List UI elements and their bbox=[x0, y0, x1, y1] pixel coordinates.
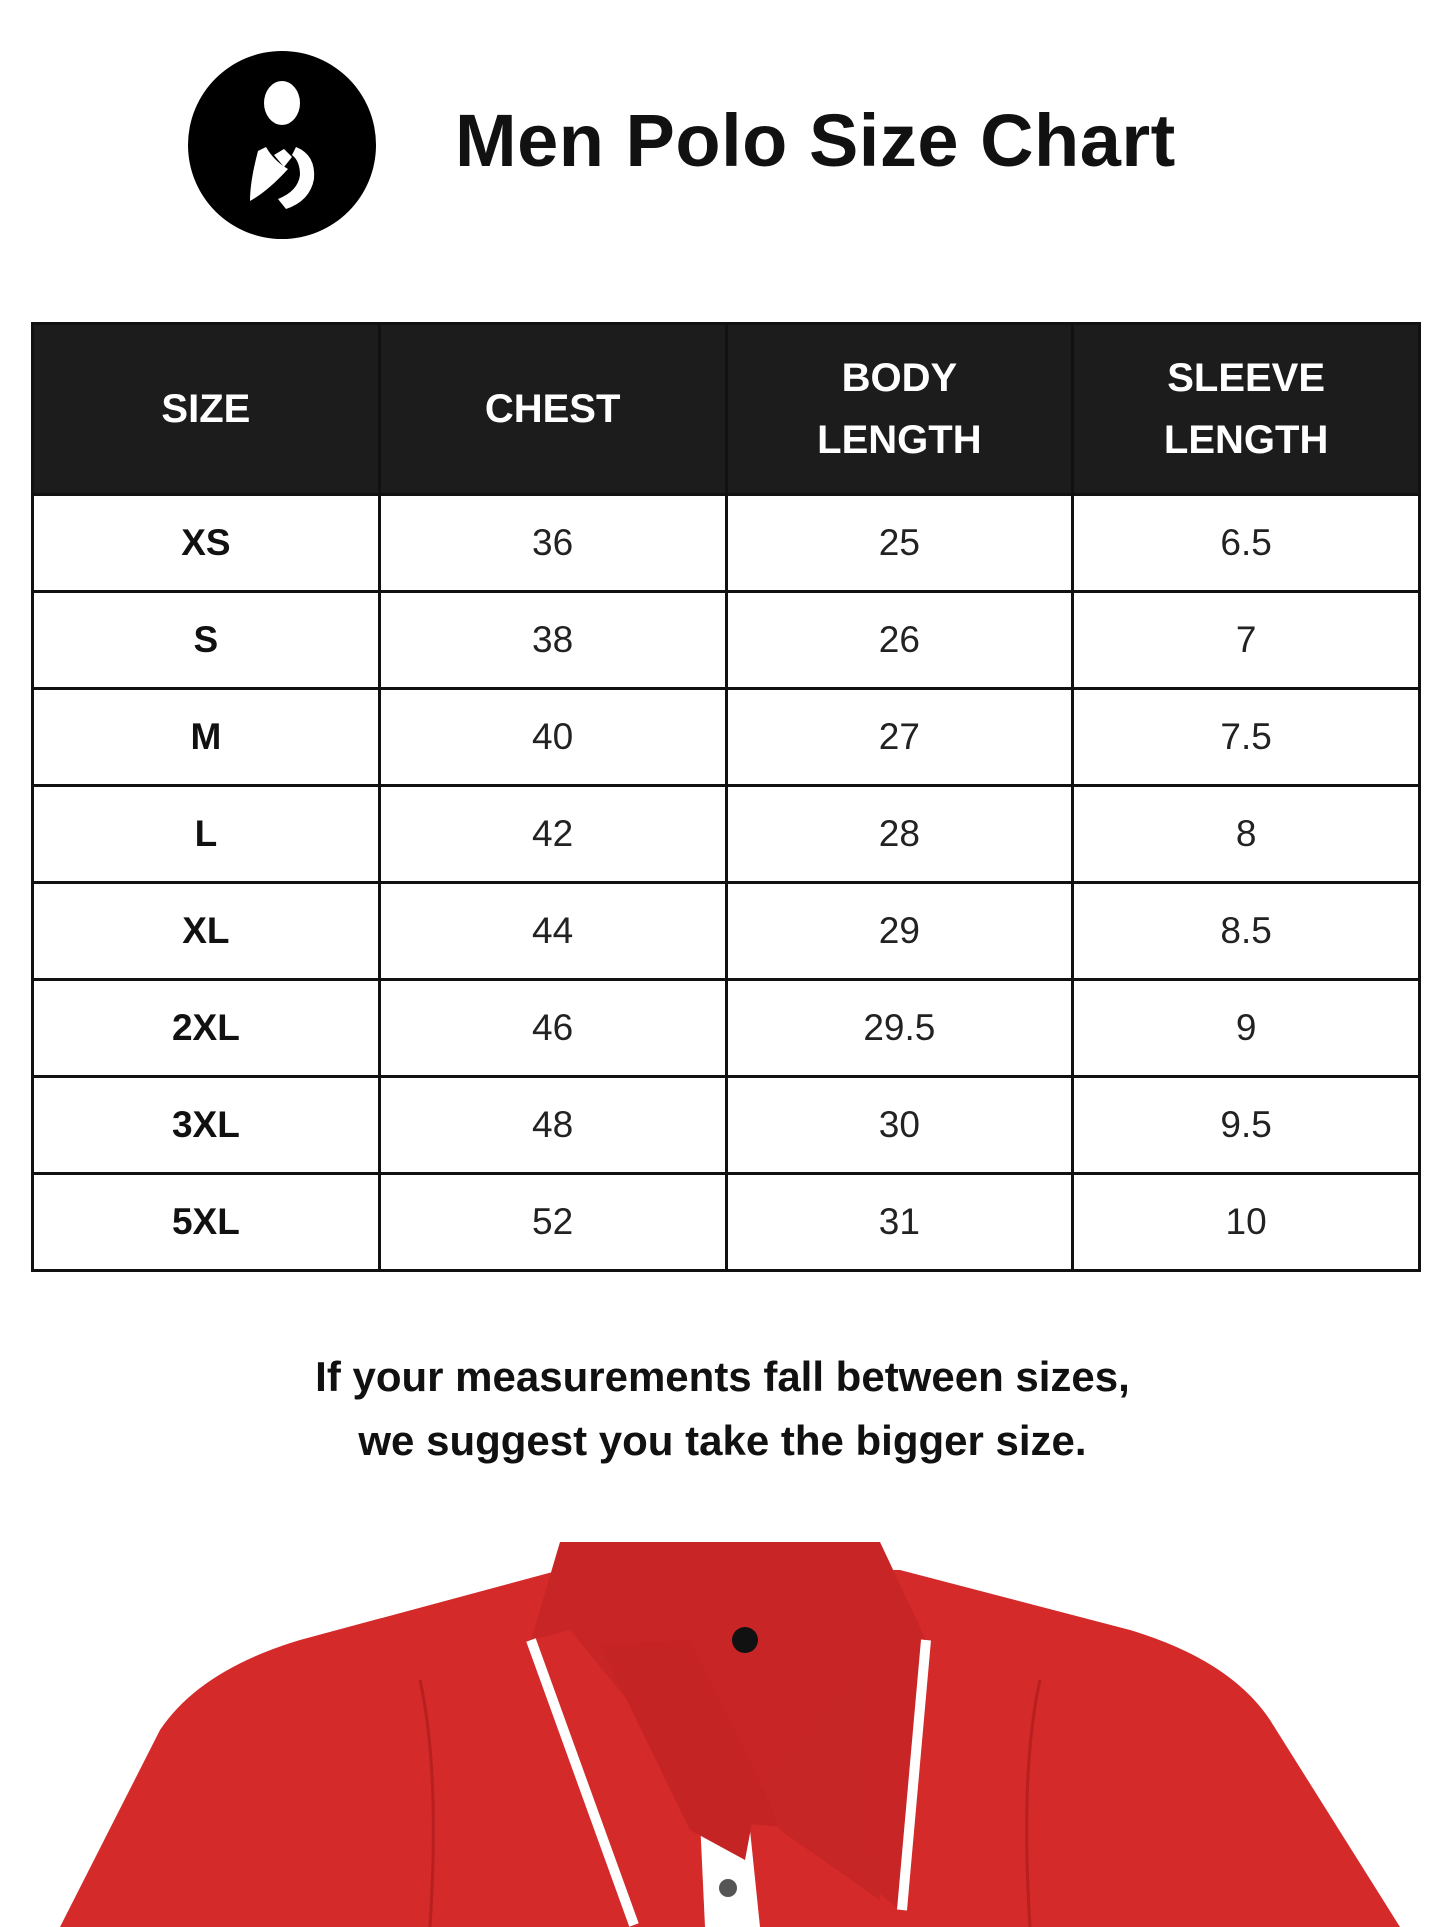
column-header-size: SIZE bbox=[31, 322, 381, 496]
shirt-logo-badge bbox=[732, 1627, 758, 1653]
table-row: 3XL 48 30 9.5 bbox=[31, 1075, 1421, 1175]
cell-size: 5XL bbox=[31, 1172, 381, 1272]
cell-chest: 46 bbox=[377, 978, 728, 1078]
table-row: XS 36 25 6.5 bbox=[31, 493, 1421, 593]
table-header-row: SIZE CHEST BODY LENGTH SLEEVE LENGTH bbox=[31, 322, 1421, 496]
brand-logo-icon bbox=[188, 51, 376, 239]
sizing-advice-line-2: we suggest you take the bigger size. bbox=[358, 1417, 1087, 1464]
cell-sleeve-length: 10 bbox=[1071, 1172, 1421, 1272]
size-chart-table: SIZE CHEST BODY LENGTH SLEEVE LENGTH XS 36 2… bbox=[31, 322, 1421, 1272]
cell-size: S bbox=[31, 590, 381, 690]
table-row: 5XL 52 31 10 bbox=[31, 1172, 1421, 1272]
sizing-advice: If your measurements fall between sizes,… bbox=[0, 1345, 1445, 1473]
cell-body-length: 28 bbox=[724, 784, 1075, 884]
cell-size: M bbox=[31, 687, 381, 787]
cell-chest: 48 bbox=[377, 1075, 728, 1175]
page-title: Men Polo Size Chart bbox=[455, 99, 1176, 182]
cell-chest: 52 bbox=[377, 1172, 728, 1272]
cell-body-length: 29.5 bbox=[724, 978, 1075, 1078]
cell-chest: 44 bbox=[377, 881, 728, 981]
cell-body-length: 31 bbox=[724, 1172, 1075, 1272]
cell-sleeve-length: 8.5 bbox=[1071, 881, 1421, 981]
cell-size: 3XL bbox=[31, 1075, 381, 1175]
cell-sleeve-length: 8 bbox=[1071, 784, 1421, 884]
cell-size: 2XL bbox=[31, 978, 381, 1078]
cell-sleeve-length: 9 bbox=[1071, 978, 1421, 1078]
cell-body-length: 25 bbox=[724, 493, 1075, 593]
cell-sleeve-length: 7 bbox=[1071, 590, 1421, 690]
cell-size: XS bbox=[31, 493, 381, 593]
table-row: S 38 26 7 bbox=[31, 590, 1421, 690]
cell-body-length: 26 bbox=[724, 590, 1075, 690]
cell-sleeve-length: 7.5 bbox=[1071, 687, 1421, 787]
table-row: 2XL 46 29.5 9 bbox=[31, 978, 1421, 1078]
cell-chest: 38 bbox=[377, 590, 728, 690]
table-row: M 40 27 7.5 bbox=[31, 687, 1421, 787]
red-polo-shirt-image bbox=[60, 1542, 1400, 1927]
cell-sleeve-length: 9.5 bbox=[1071, 1075, 1421, 1175]
cell-size: XL bbox=[31, 881, 381, 981]
sizing-advice-line-1: If your measurements fall between sizes, bbox=[315, 1353, 1130, 1400]
table-row: XL 44 29 8.5 bbox=[31, 881, 1421, 981]
cell-chest: 40 bbox=[377, 687, 728, 787]
cell-sleeve-length: 6.5 bbox=[1071, 493, 1421, 593]
cell-chest: 36 bbox=[377, 493, 728, 593]
table-row: L 42 28 8 bbox=[31, 784, 1421, 884]
cell-chest: 42 bbox=[377, 784, 728, 884]
column-header-chest: CHEST bbox=[377, 322, 728, 496]
column-header-sleeve-length: SLEEVE LENGTH bbox=[1071, 322, 1421, 496]
cell-body-length: 29 bbox=[724, 881, 1075, 981]
column-header-body-length: BODY LENGTH bbox=[724, 322, 1075, 496]
cell-size: L bbox=[31, 784, 381, 884]
cell-body-length: 30 bbox=[724, 1075, 1075, 1175]
cell-body-length: 27 bbox=[724, 687, 1075, 787]
